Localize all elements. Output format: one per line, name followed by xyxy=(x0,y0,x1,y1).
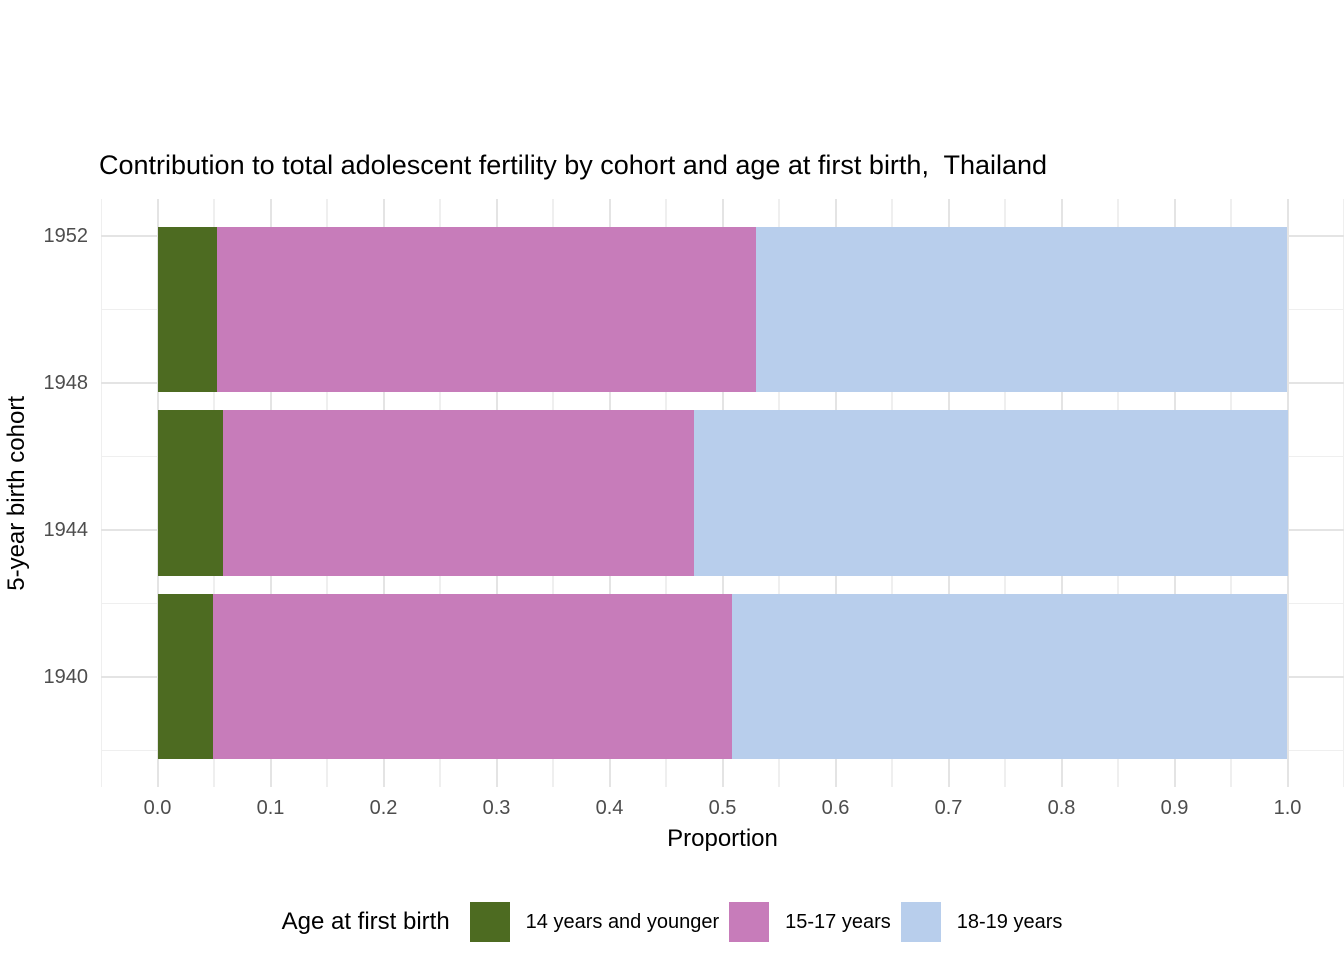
legend: Age at first birth 14 years and younger 1… xyxy=(0,898,1344,946)
x-axis-title: Proportion xyxy=(667,825,778,852)
legend-entry: 15-17 years xyxy=(729,902,891,942)
x-minor-gridline xyxy=(101,199,102,787)
bar-segment xyxy=(756,226,1288,392)
legend-title: Age at first birth xyxy=(281,908,450,935)
chart-title: Contribution to total adolescent fertili… xyxy=(99,150,1048,180)
y-axis-title-wrap: 5-year birth cohort xyxy=(0,199,34,787)
bar-segment xyxy=(157,226,218,392)
legend-entries: 14 years and younger 15-17 years 18-19 yea… xyxy=(460,902,1063,942)
x-major-gridline xyxy=(1286,199,1289,787)
x-tick-label: 0.6 xyxy=(821,797,850,819)
bar-segment xyxy=(223,410,695,576)
x-tick-label: 0.1 xyxy=(256,797,285,819)
y-axis-title: 5-year birth cohort xyxy=(3,395,30,591)
bar-segment xyxy=(157,594,213,760)
legend-swatch xyxy=(729,902,770,942)
x-tick-label: 0.9 xyxy=(1160,797,1189,819)
legend-entry-label: 14 years and younger xyxy=(525,910,720,933)
x-tick-label: 0.5 xyxy=(708,797,737,819)
y-tick-label: 1944 xyxy=(43,518,89,541)
bar-segment xyxy=(731,594,1288,760)
bar-segment xyxy=(694,410,1288,576)
y-tick-label: 1948 xyxy=(43,371,89,394)
x-tick-label: 0.4 xyxy=(595,797,624,819)
plot-panel xyxy=(101,199,1344,787)
x-tick-label: 0.2 xyxy=(369,797,398,819)
y-tick-label: 1952 xyxy=(43,224,89,247)
x-tick-label: 0.7 xyxy=(934,797,963,819)
bar-segment xyxy=(217,226,757,392)
x-tick-label: 1.0 xyxy=(1273,797,1302,819)
bar-segment xyxy=(157,410,224,576)
legend-swatch xyxy=(469,902,510,942)
legend-entry-label: 15-17 years xyxy=(785,910,891,933)
bar-segment xyxy=(212,594,732,760)
legend-entry: 18-19 years xyxy=(900,902,1063,942)
legend-swatch xyxy=(900,902,941,942)
x-tick-label: 0.0 xyxy=(143,797,172,819)
legend-entry-label: 18-19 years xyxy=(956,910,1063,933)
legend-entry: 14 years and younger xyxy=(469,902,720,942)
x-tick-label: 0.8 xyxy=(1047,797,1076,819)
y-tick-label: 1940 xyxy=(43,665,89,688)
x-tick-label: 0.3 xyxy=(482,797,511,819)
